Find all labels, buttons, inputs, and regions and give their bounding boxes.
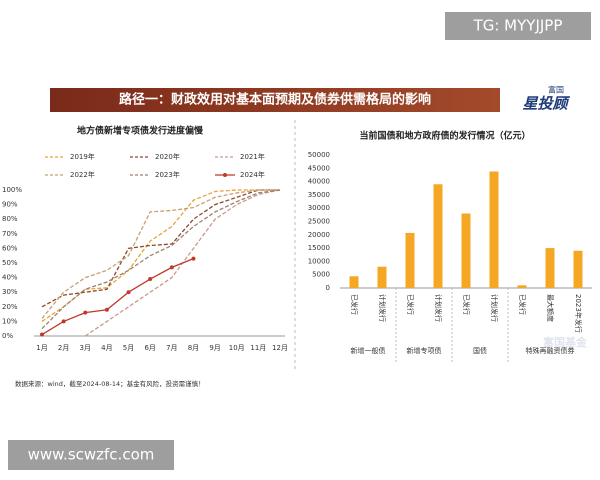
bar xyxy=(545,248,555,288)
series-line xyxy=(41,189,281,330)
point xyxy=(169,265,174,270)
x-tick-label: 3月 xyxy=(80,344,91,352)
y-tick-label: 10000 xyxy=(308,257,330,265)
faint-watermark: 富国基金 xyxy=(543,335,588,349)
legend-label: 2021年 xyxy=(240,152,265,161)
x-tick-label: 计划发行 xyxy=(434,294,443,322)
series-line xyxy=(41,189,280,322)
x-tick-label: 11月 xyxy=(250,344,266,352)
y-tick-label: 15000 xyxy=(308,244,330,252)
y-tick-label: 100% xyxy=(2,186,22,194)
banner-title: 路径一：财政效用对基本面预期及债券供需格局的影响 xyxy=(119,92,431,108)
bar-chart: 当前国债和地方政府债的发行情况（亿元） 0 5000 10000 15000 20000 2… xyxy=(308,130,592,362)
legend-label: 2020年 xyxy=(155,152,180,161)
group-label: 新增一般债 xyxy=(351,346,386,355)
bar xyxy=(405,232,415,288)
x-tick-label: 1月 xyxy=(36,344,47,352)
x-tick-label: 6月 xyxy=(144,344,155,352)
y-tick-label: 60% xyxy=(2,244,18,252)
bar xyxy=(461,213,471,288)
point xyxy=(191,256,196,261)
y-tick-label: 0% xyxy=(2,332,13,340)
x-tick-label: 7月 xyxy=(166,344,177,352)
y-tick-label: 0 xyxy=(326,284,330,292)
series-line xyxy=(41,258,194,336)
point xyxy=(83,310,88,315)
group-label: 特殊再融资债券 xyxy=(526,346,575,355)
y-tick-label: 70% xyxy=(2,230,18,238)
line-chart: 地方债新增专项债发行进度偏慢 0% 10% 20% 30% 40% 50% 60% 70% 80%… xyxy=(2,125,288,353)
point xyxy=(40,332,44,337)
chart-title: 地方债新增专项债发行进度偏慢 xyxy=(77,125,204,137)
y-tick-label: 50000 xyxy=(308,151,330,159)
y-tick-label: 30000 xyxy=(308,204,330,212)
point xyxy=(126,290,131,295)
bar xyxy=(517,285,527,288)
series-line xyxy=(41,189,280,319)
x-tick-label: 2月 xyxy=(58,344,69,352)
legend-marker xyxy=(223,173,227,177)
y-tick-label: 35000 xyxy=(308,191,330,199)
bar xyxy=(349,276,359,288)
bar xyxy=(573,250,583,288)
watermark-top: TG: MYYJJPP xyxy=(473,17,563,35)
x-tick-label: 4月 xyxy=(101,344,112,352)
group-label: 新增专项债 xyxy=(407,346,442,355)
x-tick-label: 已发行 xyxy=(518,294,527,315)
watermark-bottom: www.scwzfc.com xyxy=(28,446,155,464)
x-tick-label: 已发行 xyxy=(350,294,359,315)
legend-label: 2022年 xyxy=(70,170,95,179)
y-tick-label: 20000 xyxy=(308,231,330,239)
point xyxy=(148,277,153,282)
source-note: 数据来源：wind，截至2024-08-14；基金有风险，投资需谨慎！ xyxy=(15,379,205,388)
y-tick-label: 10% xyxy=(2,317,18,325)
banner xyxy=(50,88,500,112)
y-tick-label: 90% xyxy=(2,201,18,209)
x-tick-label: 最大额度 xyxy=(546,294,555,322)
y-tick-label: 5000 xyxy=(312,271,330,279)
series-line xyxy=(41,189,280,308)
point xyxy=(61,319,66,324)
group-label: 国债 xyxy=(473,346,487,355)
y-tick-label: 40% xyxy=(2,274,18,282)
y-tick-label: 30% xyxy=(2,288,18,296)
x-tick-label: 计划发行 xyxy=(490,294,499,322)
x-tick-label: 10月 xyxy=(229,344,245,352)
y-tick-label: 80% xyxy=(2,215,18,223)
logo-large: 星投顾 xyxy=(522,95,570,113)
x-tick-label: 12月 xyxy=(272,344,288,352)
x-tick-label: 9月 xyxy=(209,344,220,352)
x-tick-label: 8月 xyxy=(188,344,199,352)
bar xyxy=(377,266,387,288)
legend-label: 2019年 xyxy=(70,152,95,161)
x-tick-label: 计划发行 xyxy=(378,294,387,322)
chart-title: 当前国债和地方政府债的发行情况（亿元） xyxy=(359,130,530,142)
x-tick-label: 5月 xyxy=(123,344,134,352)
y-tick-label: 45000 xyxy=(308,164,330,172)
y-tick-label: 40000 xyxy=(308,178,330,186)
legend-label: 2023年 xyxy=(155,170,180,179)
legend-label: 2024年 xyxy=(240,170,265,179)
watermark-box xyxy=(445,12,591,40)
x-tick-label: 已发行 xyxy=(462,294,471,315)
watermark-box xyxy=(8,440,174,470)
x-tick-label: 2023年发行 xyxy=(574,294,583,333)
bar xyxy=(489,171,499,288)
y-tick-label: 25000 xyxy=(308,218,330,226)
x-tick-label: 已发行 xyxy=(406,294,415,315)
bar xyxy=(433,184,443,288)
y-tick-label: 20% xyxy=(2,303,18,311)
point xyxy=(104,307,109,312)
logo-small: 富国 xyxy=(548,85,564,95)
y-tick-label: 50% xyxy=(2,259,18,267)
